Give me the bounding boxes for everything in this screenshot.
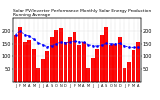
Bar <box>104 27 108 82</box>
Bar <box>27 40 31 82</box>
Bar <box>23 42 27 82</box>
Bar <box>36 68 40 82</box>
Bar <box>54 30 58 82</box>
Bar <box>95 49 99 82</box>
Bar <box>82 42 86 82</box>
Bar <box>50 37 54 82</box>
Bar <box>45 51 49 82</box>
Bar <box>136 42 140 82</box>
Bar <box>68 37 72 82</box>
Bar <box>18 27 22 82</box>
Bar <box>59 28 63 82</box>
Text: Solar PV/Inverter Performance Monthly Solar Energy Production Running Average: Solar PV/Inverter Performance Monthly So… <box>13 9 151 17</box>
Bar <box>77 45 81 82</box>
Bar <box>32 49 36 82</box>
Bar <box>14 35 17 82</box>
Bar <box>113 44 117 82</box>
Bar <box>73 32 76 82</box>
Bar <box>109 45 113 82</box>
Bar <box>127 62 131 82</box>
Bar <box>100 35 104 82</box>
Bar <box>41 59 45 82</box>
Bar <box>123 68 126 82</box>
Bar <box>132 50 136 82</box>
Bar <box>91 58 95 82</box>
Bar <box>64 42 67 82</box>
Bar <box>86 68 90 82</box>
Bar <box>118 37 122 82</box>
